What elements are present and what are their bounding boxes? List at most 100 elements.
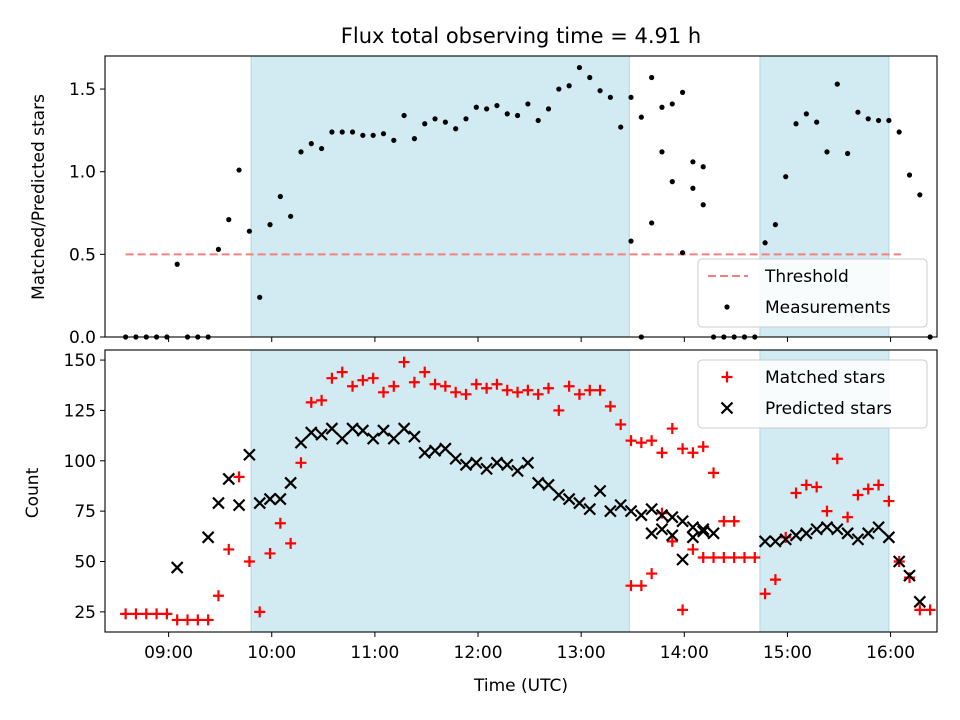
predicted-star-point (346, 422, 359, 435)
measurement-point (917, 192, 923, 198)
predicted-star-point (562, 492, 576, 506)
matched-star-point (656, 507, 668, 519)
predicted-star-point (294, 436, 308, 449)
predicted-star-point (645, 502, 658, 516)
predicted-star-point (913, 595, 927, 609)
matched-star-point (460, 388, 472, 400)
measurement-point (349, 129, 356, 135)
predicted-star-point (655, 522, 669, 536)
predicted-star-point (789, 529, 803, 542)
matched-star-point (439, 380, 451, 392)
top-y-tick-label: 0.5 (69, 245, 96, 265)
measurement-point (906, 172, 913, 178)
measurement-point (525, 101, 531, 107)
measurement-point (494, 102, 500, 109)
bottom-axes-frame (104, 349, 938, 633)
predicted-star-point (810, 522, 823, 536)
predicted-star-point (222, 472, 236, 486)
predicted-star-point (315, 428, 328, 441)
measurement-point (659, 149, 665, 155)
legend-entry-label: Threshold (764, 267, 849, 287)
measurement-point (669, 101, 675, 107)
legend-marker (721, 371, 733, 383)
bottom-y-tick-label: 50 (74, 553, 96, 573)
chart-title: Flux total observing time = 4.91 h (341, 24, 701, 48)
matched-star-point (862, 483, 874, 495)
x-tick-label: 15:00 (763, 643, 812, 663)
legend-entry-label: Predicted stars (765, 399, 892, 419)
predicted-star-point (511, 464, 524, 478)
predicted-star-point (872, 520, 885, 534)
matched-star-point (903, 572, 915, 584)
measurement-point (803, 111, 809, 117)
measurement-point (257, 294, 263, 300)
matched-star-point (811, 481, 823, 493)
measurement-point (174, 261, 180, 267)
bottom-y-tick-label: 125 (64, 401, 96, 421)
predicted-star-point (387, 432, 401, 445)
matched-star-point (831, 453, 843, 465)
predicted-star-point (841, 527, 854, 540)
predicted-star-point (686, 531, 700, 544)
measurement-point (370, 132, 376, 138)
matched-star-point (305, 396, 317, 408)
measurement-point (700, 164, 706, 170)
matched-star-point (326, 372, 338, 384)
measurement-point (226, 217, 232, 223)
predicted-star-point (335, 432, 349, 445)
measurement-point (865, 116, 871, 122)
measurement-point (442, 119, 448, 125)
predicted-star-point (820, 520, 834, 534)
predicted-star-point (459, 458, 473, 472)
matched-star-point (398, 356, 410, 368)
predicted-star-point (892, 555, 906, 568)
matched-star-point (914, 604, 926, 616)
legend-entry-label: Measurements (765, 298, 891, 318)
measurement-point (886, 117, 892, 124)
measurement-point (329, 129, 335, 135)
matched-star-point (470, 378, 482, 390)
measurement-point (679, 250, 686, 256)
measurement-point (875, 117, 882, 124)
matched-star-point (821, 505, 833, 517)
legend: Threshold Measurements (697, 258, 928, 328)
observing-interval-shade (250, 55, 630, 338)
matched-star-point (852, 489, 864, 501)
measurement-point (215, 246, 222, 252)
measurement-point (504, 111, 510, 117)
measurement-point (298, 149, 304, 155)
measurement-point (288, 213, 294, 219)
predicted-star-point (397, 422, 411, 435)
predicted-star-point (676, 553, 689, 566)
x-tick-label: 13:00 (557, 643, 606, 663)
matched-star-point (615, 419, 627, 431)
matched-star-point (873, 479, 885, 491)
measurement-point (762, 240, 768, 246)
measurement-point (463, 116, 469, 122)
measurement-point (659, 104, 665, 110)
legend-marker (720, 401, 734, 415)
measurement-point (308, 141, 314, 147)
measurement-point (360, 132, 366, 138)
matched-star-point (419, 366, 431, 378)
x-tick-label: 11:00 (350, 643, 399, 663)
matched-star-point (532, 388, 544, 400)
matched-star-point (285, 537, 297, 549)
predicted-star-point (170, 561, 184, 574)
matched-star-point (842, 511, 854, 523)
matched-star-point (171, 614, 183, 626)
matched-star-point (388, 380, 400, 392)
matched-star-point (924, 604, 936, 616)
predicted-star-point (779, 533, 793, 546)
measurement-point (246, 228, 252, 234)
predicted-star-point (366, 432, 380, 445)
matched-star-point (130, 608, 142, 620)
top-panel: 0.0 0.5 1.0 1.5 Threshold Measurements (69, 55, 938, 348)
x-tick-label: 10:00 (247, 643, 296, 663)
top-axes-frame (104, 55, 938, 338)
matched-star-point (254, 606, 266, 618)
measurement-point (649, 220, 655, 226)
predicted-star-point (531, 476, 545, 490)
matched-star-point (120, 608, 132, 620)
predicted-star-point (232, 498, 246, 512)
